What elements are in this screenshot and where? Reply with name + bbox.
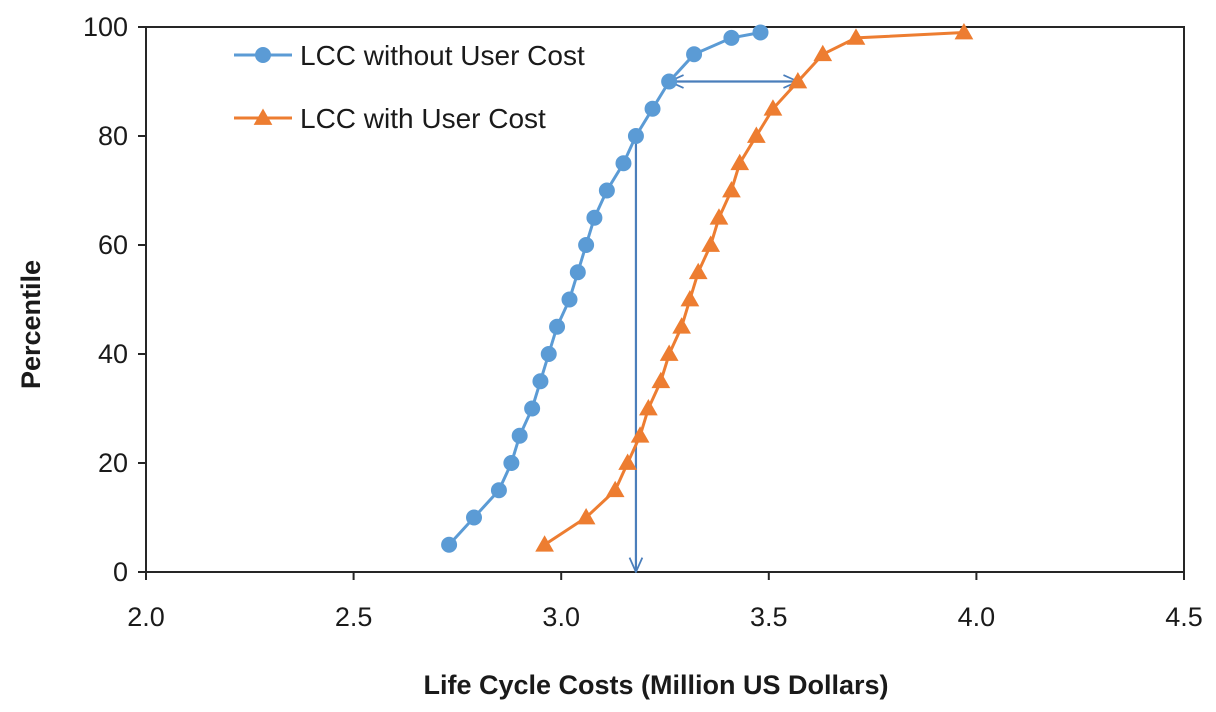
data-point	[540, 346, 557, 362]
series-1	[441, 24, 769, 553]
data-point	[680, 289, 700, 307]
data-point	[752, 24, 769, 41]
legend: LCC without User Cost LCC with User Cost	[234, 40, 585, 134]
data-point	[763, 99, 783, 116]
legend-entry-2: LCC with User Cost	[234, 103, 546, 134]
legend-label: LCC without User Cost	[300, 40, 585, 71]
data-point	[524, 400, 541, 417]
legend-label: LCC with User Cost	[300, 103, 546, 134]
y-tick-label: 40	[98, 339, 128, 369]
data-point	[651, 371, 671, 389]
series-line	[543, 31, 964, 547]
data-point	[686, 46, 703, 63]
data-point	[503, 455, 520, 471]
data-point	[688, 262, 708, 280]
data-point	[639, 398, 658, 416]
data-point	[598, 182, 615, 199]
data-point	[466, 509, 483, 526]
data-point	[730, 153, 750, 171]
data-point	[569, 264, 586, 281]
data-point	[846, 28, 866, 45]
data-point	[788, 71, 808, 89]
data-point	[535, 535, 554, 552]
legend-marker	[253, 108, 273, 125]
x-tick-label: 4.5	[1165, 602, 1203, 632]
y-tick-label: 0	[113, 557, 128, 587]
legend-entry-1: LCC without User Cost	[234, 40, 585, 71]
axes: 0 20 40 60 80 100 2.0 2.5 3.0 3.5 4.0 4.5 Life Cycle…	[16, 12, 1203, 700]
data-point	[618, 453, 637, 470]
data-point	[644, 100, 661, 117]
data-point	[701, 235, 721, 252]
data-point	[723, 29, 740, 46]
data-point	[532, 373, 549, 390]
x-tick-label: 2.0	[127, 602, 165, 632]
data-point	[709, 208, 729, 225]
data-point	[630, 426, 650, 443]
data-point	[627, 128, 644, 144]
annotation-arrows	[636, 82, 798, 573]
data-point	[576, 507, 596, 525]
x-tick-label: 3.0	[542, 602, 580, 632]
data-point	[490, 482, 507, 499]
y-tick-label: 80	[98, 121, 128, 151]
data-point	[615, 155, 632, 172]
data-point	[586, 209, 603, 226]
data-point	[511, 427, 528, 444]
series-layer	[441, 22, 974, 553]
y-tick-label: 20	[98, 448, 128, 478]
data-point	[954, 22, 974, 40]
x-tick-label: 2.5	[335, 602, 373, 632]
data-point	[661, 73, 678, 90]
plot-frame	[145, 26, 1185, 573]
x-axis-title: Life Cycle Costs (Million US Dollars)	[423, 670, 888, 700]
data-point	[561, 291, 578, 308]
data-point	[578, 237, 595, 253]
y-tick-label: 60	[98, 230, 128, 260]
data-point	[672, 317, 691, 334]
data-point	[722, 180, 741, 198]
data-point	[659, 344, 679, 361]
data-point	[441, 536, 458, 553]
data-point	[605, 480, 625, 498]
x-tick-label: 3.5	[750, 602, 788, 632]
y-axis-title: Percentile	[16, 260, 46, 389]
plot-area	[145, 26, 1185, 573]
x-tick-label: 4.0	[958, 602, 996, 632]
legend-marker	[255, 47, 271, 63]
data-point	[813, 44, 833, 62]
data-point	[549, 318, 566, 335]
series-2	[535, 22, 974, 552]
data-point	[746, 126, 766, 143]
y-tick-label: 100	[83, 12, 128, 42]
